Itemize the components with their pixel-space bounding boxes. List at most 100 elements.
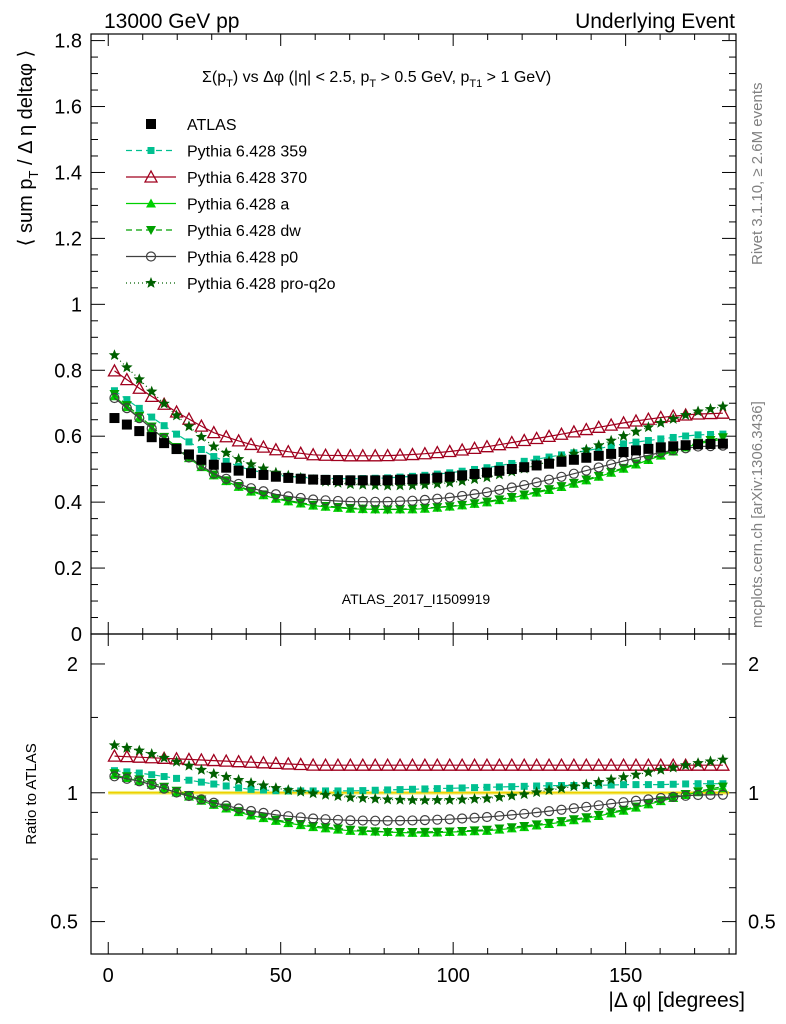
ratio-data-point: [185, 776, 193, 784]
legend-item: Pythia 6.428 pro-q2o: [126, 276, 336, 293]
data-point: [107, 363, 122, 377]
data-point: [581, 465, 592, 476]
ratio-data-point: [479, 757, 495, 771]
data-point: [643, 443, 654, 454]
legend-label: ATLAS: [187, 117, 237, 134]
ratio-data-point: [370, 815, 381, 826]
ratio-data-point: [529, 757, 544, 771]
ratio-data-point: [146, 748, 158, 759]
data-point: [183, 449, 194, 460]
ratio-data-point: [196, 794, 207, 805]
data-point: [258, 486, 269, 497]
ratio-series-line: [114, 772, 724, 833]
data-point: [593, 450, 604, 461]
ratio-data-point: [469, 812, 480, 823]
ratio-data-point: [531, 807, 542, 818]
ratio-data-point: [481, 825, 492, 835]
legend-label: Pythia 6.428 pro-q2o: [187, 276, 336, 293]
ratio-data-point: [566, 757, 581, 771]
y-tick-label: 0.6: [54, 426, 82, 448]
data-point: [419, 478, 431, 490]
data-point: [406, 479, 419, 491]
ratio-data-point: [134, 776, 145, 787]
ratio-data-point: [506, 789, 518, 801]
ratio-data-point: [307, 787, 319, 799]
ratio-data-point: [256, 755, 271, 769]
data-point: [455, 442, 470, 456]
data-point: [606, 467, 617, 477]
ratio-data-point: [531, 820, 542, 830]
ratio-data-point: [295, 819, 306, 829]
ratio-data-point: [606, 798, 617, 809]
ratio-data-point: [632, 781, 640, 789]
x-tick-label: 0: [103, 965, 114, 987]
ratio-data-point: [655, 792, 666, 804]
data-point: [208, 440, 220, 452]
data-point: [382, 496, 393, 507]
data-point: [531, 487, 542, 497]
ratio-data-point: [669, 780, 677, 788]
data-point: [618, 463, 629, 473]
data-point: [568, 478, 579, 488]
ratio-data-point: [431, 794, 444, 806]
data-point: [159, 438, 170, 449]
ratio-data-point: [630, 768, 642, 780]
ratio-data-point: [541, 757, 557, 771]
series-atlas: [109, 413, 728, 486]
legend-label: Pythia 6.428 p0: [187, 250, 298, 267]
data-point: [442, 444, 457, 458]
data-point: [270, 489, 281, 500]
ratio-data-point: [605, 773, 617, 785]
ratio-data-point: [170, 755, 183, 767]
ratio-data-point: [430, 757, 445, 771]
data-point: [706, 430, 714, 438]
ratio-data-point: [481, 792, 493, 804]
x-tick-label: 150: [609, 965, 642, 987]
ratio-data-point: [384, 786, 392, 794]
data-point: [270, 471, 281, 482]
data-point: [508, 459, 516, 467]
data-point: [135, 404, 143, 412]
ratio-data-point: [295, 785, 307, 797]
ratio-data-point: [258, 807, 269, 818]
data-point: [394, 496, 406, 507]
ratio-data-point: [706, 780, 714, 788]
data-point: [543, 474, 555, 485]
data-point: [494, 495, 505, 505]
ratio-data-point: [419, 827, 430, 837]
ratio-data-point: [581, 813, 592, 823]
ratio-data-point: [108, 739, 121, 751]
y-tick-label: 1.4: [54, 162, 82, 184]
data-point: [704, 403, 717, 414]
ratio-data-point: [593, 776, 605, 788]
ratio-data-point: [630, 795, 642, 806]
data-point: [158, 397, 170, 409]
ratio-data-point: [657, 781, 665, 789]
ratio-data-point: [346, 787, 354, 795]
ratio-data-point: [171, 787, 182, 798]
data-point: [121, 403, 132, 414]
data-point: [432, 493, 443, 504]
data-point: [519, 479, 530, 491]
data-point: [160, 422, 168, 430]
y-tick-label: 1.8: [54, 31, 82, 53]
ratio-data-point: [355, 757, 370, 771]
ratio-tick-label-right: 1: [748, 783, 759, 805]
ratio-data-point: [581, 801, 592, 812]
ratio-data-point: [396, 786, 404, 794]
ratio-data-point: [394, 793, 406, 805]
data-point: [206, 425, 221, 439]
data-point: [405, 447, 420, 461]
ratio-data-point: [495, 783, 503, 791]
ratio-data-point: [293, 757, 308, 771]
data-point: [593, 462, 604, 473]
x-tick-label: 50: [270, 965, 292, 987]
ratio-data-point: [668, 791, 679, 803]
data-point: [694, 431, 702, 439]
y-tick-label: 0.4: [54, 492, 82, 514]
ratio-data-point: [595, 781, 603, 789]
data-point: [208, 470, 219, 480]
ratio-data-point: [543, 784, 555, 796]
data-point: [196, 454, 207, 465]
ratio-data-point: [208, 797, 219, 808]
